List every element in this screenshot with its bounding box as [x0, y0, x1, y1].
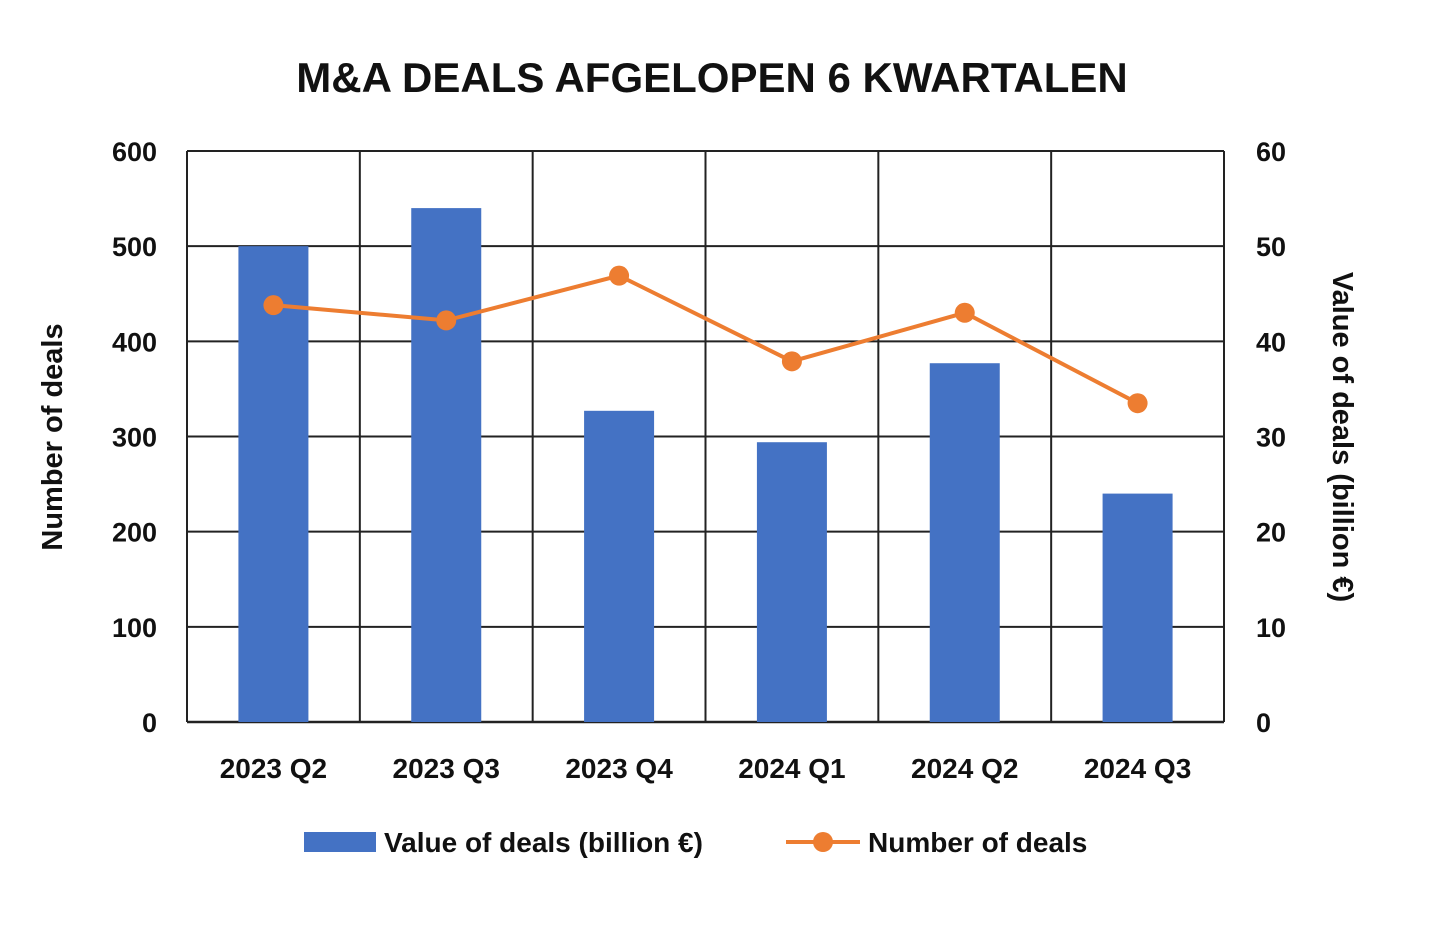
bar: [1102, 493, 1173, 722]
bar: [929, 363, 1000, 722]
x-tick-label: 2024 Q2: [911, 753, 1018, 784]
line-point: [954, 302, 975, 323]
y-tick-label: 200: [112, 518, 157, 548]
line-series: [263, 265, 1148, 414]
y2-tick-label: 60: [1256, 137, 1286, 167]
bars: [238, 208, 1173, 723]
bar: [584, 410, 655, 722]
x-tick-label: 2023 Q4: [565, 753, 673, 784]
line-point: [263, 295, 284, 316]
legend-swatch-marker: [813, 832, 833, 852]
legend-label-bar: Value of deals (billion €): [384, 827, 703, 858]
y-tick-label: 400: [112, 327, 157, 357]
chart-title: M&A DEALS AFGELOPEN 6 KWARTALEN: [296, 54, 1127, 101]
y-axis-label: Number of deals: [37, 323, 69, 550]
y2-tick-label: 20: [1256, 518, 1286, 548]
y-tick-label: 300: [112, 423, 157, 453]
line-point: [781, 351, 802, 372]
line-point: [609, 265, 630, 286]
bar: [411, 208, 482, 723]
x-tick-label: 2023 Q2: [220, 753, 327, 784]
y-tick-label: 600: [112, 137, 157, 167]
line-point: [436, 310, 457, 331]
legend-label-line: Number of deals: [868, 827, 1087, 858]
x-tick-label: 2024 Q1: [738, 753, 845, 784]
y2-tick-label: 0: [1256, 708, 1271, 738]
y2-tick-label: 40: [1256, 327, 1286, 357]
ticks: 0 0 100 10 200 20 300 30 400 40 500 50 600 60 2023 Q2 2…: [112, 137, 1286, 784]
y2-tick-label: 50: [1256, 232, 1286, 262]
legend-swatch-bar: [304, 832, 376, 852]
bar: [756, 442, 827, 722]
line-point: [1127, 393, 1148, 414]
series-line: [273, 273, 1139, 405]
bar: [238, 246, 309, 722]
x-tick-label: 2023 Q3: [393, 753, 500, 784]
grid: [186, 150, 1225, 724]
y-tick-label: 0: [142, 708, 157, 738]
y2-axis-label: Value of deals (billion €): [1326, 272, 1358, 602]
y2-tick-label: 30: [1256, 423, 1286, 453]
y2-tick-label: 10: [1256, 613, 1286, 643]
y-tick-label: 500: [112, 232, 157, 262]
legend: Value of deals (billion €) Number of dea…: [304, 827, 1087, 858]
y-tick-label: 100: [112, 613, 157, 643]
x-tick-label: 2024 Q3: [1084, 753, 1191, 784]
